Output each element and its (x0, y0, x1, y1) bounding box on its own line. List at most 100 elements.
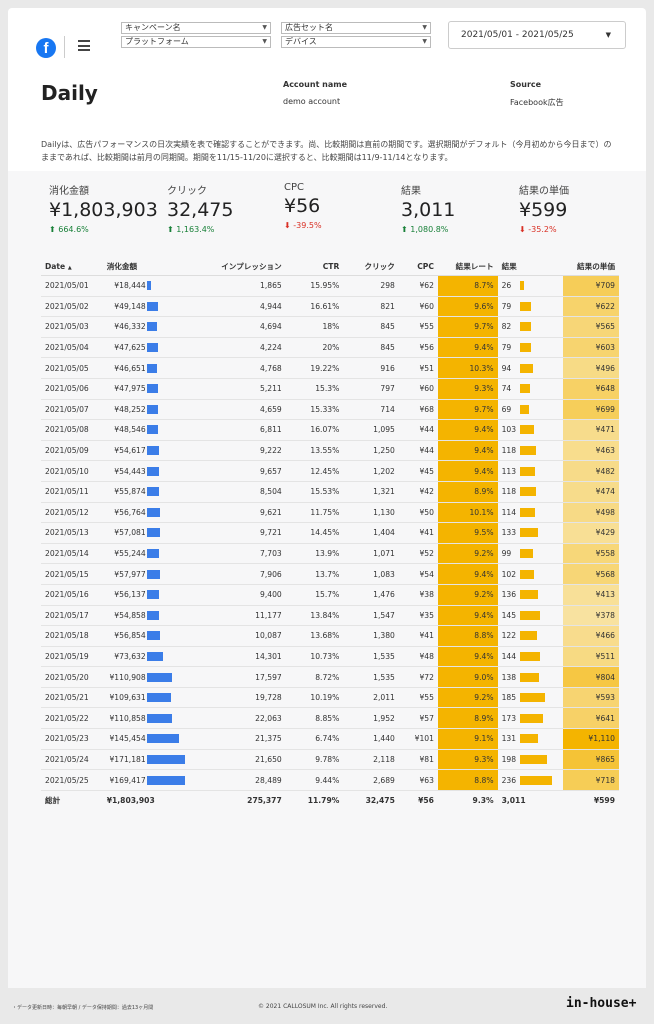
arrow-up-icon: ⬆ (401, 225, 411, 234)
cell-cpc: ¥52 (398, 543, 438, 565)
device-filter-label: デバイス (285, 37, 317, 46)
cell-impressions: 4,694 (207, 316, 286, 338)
cell-results: 79 (497, 337, 564, 359)
cell-cpc: ¥42 (398, 481, 438, 503)
cell-result-rate: 9.5% (437, 522, 498, 544)
cell-results: 136 (497, 584, 564, 606)
menu-icon[interactable] (78, 40, 90, 51)
results-bar (519, 404, 529, 414)
cell-impressions: 10,087 (207, 625, 286, 647)
col-header-impressions[interactable]: インプレッション (207, 258, 286, 276)
cell-results-value: 236 (501, 775, 517, 785)
table-row: 2021/05/01 ¥18,444 1,865 15.95% 298 ¥62 8.7% 26… (41, 275, 619, 297)
col-header-ctr[interactable]: CTR (285, 258, 344, 276)
cell-spend-value: ¥57,977 (114, 569, 146, 579)
cell-spend: ¥56,764 (102, 502, 208, 524)
cell-date: 2021/05/19 (41, 646, 103, 668)
page-title: Daily (41, 81, 98, 105)
cell-date: 2021/05/10 (41, 460, 103, 482)
cell-result-rate: 8.8% (437, 625, 498, 647)
kpi-delta: ⬆ 1,163.4% (167, 225, 282, 234)
col-header-date[interactable]: Date ▲ (41, 258, 103, 276)
kpi-cpc: CPC ¥56 ⬇ -39.5% (284, 182, 399, 230)
cell-cpc: ¥60 (398, 378, 438, 400)
totals-clicks: 32,475 (365, 796, 395, 806)
report-card: f キャンペーン名 ▼ プラットフォーム ▼ 広告セット名 ▼ デバイス ▼ 2… (8, 8, 646, 988)
cell-result-rate: 9.1% (437, 728, 498, 750)
device-filter[interactable]: デバイス ▼ (281, 36, 431, 48)
results-bar (519, 754, 547, 764)
date-range-picker[interactable]: 2021/05/01 - 2021/05/25 ▼ (448, 21, 626, 49)
table-row: 2021/05/06 ¥47,975 5,211 15.3% 797 ¥60 9.3% 74 ¥… (41, 378, 619, 400)
cell-clicks: 2,011 (343, 687, 399, 709)
cell-spend-value: ¥46,651 (114, 363, 146, 373)
cell-result-rate: 9.3% (437, 378, 498, 400)
cell-spend-value: ¥54,443 (114, 466, 146, 476)
account-name-label: Account name (283, 80, 348, 89)
cell-results-value: 26 (501, 281, 512, 291)
cell-result-rate: 9.4% (437, 646, 498, 668)
cell-results: 144 (497, 646, 564, 668)
cell-results: 102 (497, 563, 564, 585)
cell-spend: ¥47,625 (102, 337, 208, 359)
adset-filter[interactable]: 広告セット名 ▼ (281, 22, 431, 34)
table-row: 2021/05/10 ¥54,443 9,657 12.45% 1,202 ¥45 9.4%… (41, 460, 619, 482)
source-label: Source (510, 80, 542, 89)
results-bar (519, 590, 538, 600)
spend-bar (146, 528, 160, 538)
cell-cost-per-result: ¥593 (563, 687, 619, 709)
cell-cpc: ¥54 (398, 563, 438, 585)
cell-clicks: 1,202 (343, 460, 399, 482)
cell-cost-per-result: ¥463 (563, 440, 619, 462)
chevron-down-icon: ▼ (262, 38, 267, 45)
spend-bar (146, 384, 158, 394)
cell-impressions: 4,944 (207, 296, 286, 318)
kpi-delta-value: -39.5% (293, 221, 322, 230)
chevron-down-icon: ▼ (422, 38, 427, 45)
col-header-results[interactable]: 結果 (497, 258, 564, 276)
col-header-cost-per-result[interactable]: 結果の単価 (563, 258, 619, 276)
cell-spend-value: ¥18,444 (114, 281, 146, 291)
results-bar (519, 734, 538, 744)
cell-results: 236 (497, 769, 564, 791)
table-row: 2021/05/17 ¥54,858 11,177 13.84% 1,547 ¥35 9.4… (41, 605, 619, 627)
table-row: 2021/05/02 ¥49,148 4,944 16.61% 821 ¥60 9.6% 79… (41, 296, 619, 318)
col-header-clicks[interactable]: クリック (343, 258, 399, 276)
table-row: 2021/05/05 ¥46,651 4,768 19.22% 916 ¥51 10.3% 9… (41, 357, 619, 379)
footer-copyright: © 2021 CALLOSUM Inc. All rights reserved… (258, 1003, 388, 1010)
cell-spend: ¥54,858 (102, 605, 208, 627)
cell-date: 2021/05/04 (41, 337, 103, 359)
cell-results-value: 79 (501, 301, 512, 311)
cell-results: 99 (497, 543, 564, 565)
cell-clicks: 1,440 (343, 728, 399, 750)
cell-spend-value: ¥109,631 (109, 693, 146, 703)
spend-bar (146, 651, 163, 661)
cell-results: 118 (497, 481, 564, 503)
col-header-cpc[interactable]: CPC (398, 258, 438, 276)
cell-impressions: 21,650 (207, 749, 286, 771)
cell-date: 2021/05/08 (41, 419, 103, 441)
cell-ctr: 13.7% (285, 563, 344, 585)
cell-impressions: 8,504 (207, 481, 286, 503)
table-row: 2021/05/24 ¥171,181 21,650 9.78% 2,118 ¥81 9.3… (41, 749, 619, 771)
results-bar (519, 281, 524, 291)
cell-date: 2021/05/02 (41, 296, 103, 318)
table-row: 2021/05/03 ¥46,332 4,694 18% 845 ¥55 9.7% 82 ¥56… (41, 316, 619, 338)
cell-results-value: 198 (501, 754, 517, 764)
results-bar (519, 775, 552, 785)
kpi-cost-per-result: 結果の単価 ¥599 ⬇ -35.2% (519, 182, 634, 234)
cell-results-value: 82 (501, 322, 512, 332)
cell-spend: ¥56,854 (102, 625, 208, 647)
cell-impressions: 14,301 (207, 646, 286, 668)
table-row: 2021/05/09 ¥54,617 9,222 13.55% 1,250 ¥44 9.4%… (41, 440, 619, 462)
cell-spend: ¥145,454 (102, 728, 208, 750)
cell-impressions: 7,703 (207, 543, 286, 565)
cell-results: 113 (497, 460, 564, 482)
platform-filter[interactable]: プラットフォーム ▼ (121, 36, 271, 48)
cell-results-value: 131 (501, 734, 517, 744)
totals-spend: ¥1,803,903 (106, 796, 155, 806)
campaign-filter[interactable]: キャンペーン名 ▼ (121, 22, 271, 34)
col-header-result-rate[interactable]: 結果レート (437, 258, 498, 276)
cell-ctr: 16.07% (285, 419, 344, 441)
col-header-spend[interactable]: 消化金額 (102, 258, 208, 276)
